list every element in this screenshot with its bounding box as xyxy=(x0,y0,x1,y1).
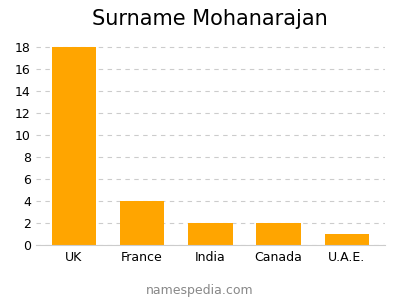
Bar xyxy=(52,47,96,245)
Text: namespedia.com: namespedia.com xyxy=(146,284,254,297)
Bar xyxy=(256,224,301,245)
Bar xyxy=(325,234,369,245)
Bar xyxy=(120,201,164,245)
Bar xyxy=(188,224,232,245)
Title: Surname Mohanarajan: Surname Mohanarajan xyxy=(92,9,328,29)
